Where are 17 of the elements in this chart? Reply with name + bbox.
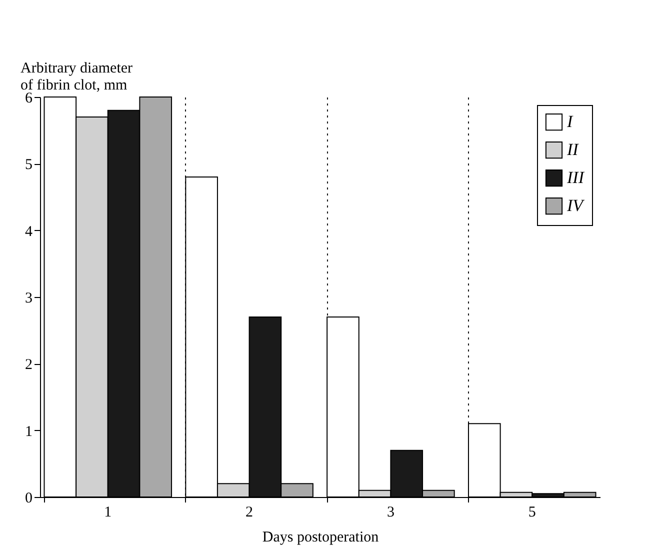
- y-tick-label: 1: [25, 424, 32, 440]
- y-tick-label: 3: [25, 290, 32, 306]
- y-tick-label: 2: [25, 357, 32, 374]
- y-tick-label: 6: [25, 90, 33, 106]
- y-axis-title: Arbitrary diameter of fibrin clot, mm: [20, 60, 133, 94]
- y-tick-label: 4: [25, 224, 33, 240]
- x-tick-label: 1: [104, 504, 112, 520]
- y-tick-label: 5: [25, 157, 32, 174]
- x-tick-label: 2: [246, 504, 254, 520]
- legend-label: III: [566, 168, 586, 187]
- x-tick-label: 5: [528, 504, 536, 520]
- y-tick-label: 0: [25, 490, 32, 506]
- legend-label: I: [566, 112, 574, 131]
- x-axis-title: Days postoperation: [262, 530, 380, 546]
- legend-label: IV: [566, 196, 586, 215]
- x-tick-label: 3: [386, 504, 394, 520]
- legend-label: II: [566, 140, 580, 159]
